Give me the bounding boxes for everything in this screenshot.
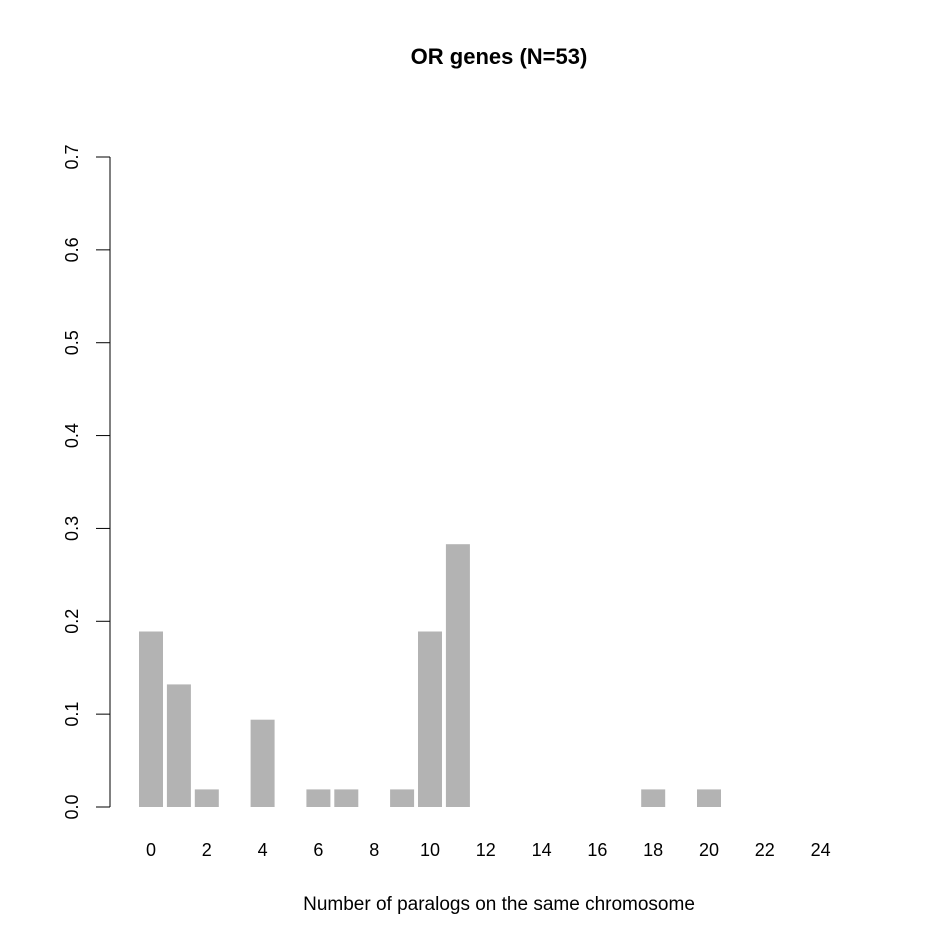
bar-20 [697,789,721,807]
bar-1 [166,684,191,807]
bar-10 [418,631,442,807]
x-tick-label: 22 [755,840,775,860]
y-tick-label: 0.1 [62,702,82,727]
x-tick-label: 4 [258,840,268,860]
bar-11 [445,544,470,807]
y-axis: 0.0 0.1 0.2 0.3 0.4 0.5 0.6 0.7 [62,144,111,820]
y-tick-label: 0.0 [62,794,82,819]
y-tick-label: 0.5 [62,330,82,355]
x-tick-label: 12 [476,840,496,860]
bar-4 [250,719,275,807]
y-tick-label: 0.2 [62,609,82,634]
x-tick-label: 0 [146,840,156,860]
bar-6 [306,789,331,807]
bar-18 [641,789,666,807]
y-tick-label: 0.7 [62,144,82,169]
x-tick-label: 8 [369,840,379,860]
x-tick-label: 24 [811,840,831,860]
bars-group [139,544,721,807]
y-tick-label: 0.6 [62,237,82,262]
x-tick-label: 2 [202,840,212,860]
x-axis-label: Number of paralogs on the same chromosom… [303,894,695,915]
chart-title: OR genes (N=53) [411,44,588,69]
bar-9 [390,789,415,807]
x-tick-label: 6 [313,840,323,860]
bar-0 [139,631,163,807]
y-tick-label: 0.3 [62,516,82,541]
x-tick-label: 20 [699,840,719,860]
y-tick-label: 0.4 [62,423,82,448]
x-tick-label: 14 [532,840,552,860]
x-tick-label: 18 [643,840,663,860]
x-tick-label: 10 [420,840,440,860]
x-tick-label: 16 [587,840,607,860]
bar-2 [194,789,219,807]
bar-7 [334,789,359,807]
x-tick-labels: 0 2 4 6 8 10 12 14 16 18 20 22 24 [146,840,831,860]
